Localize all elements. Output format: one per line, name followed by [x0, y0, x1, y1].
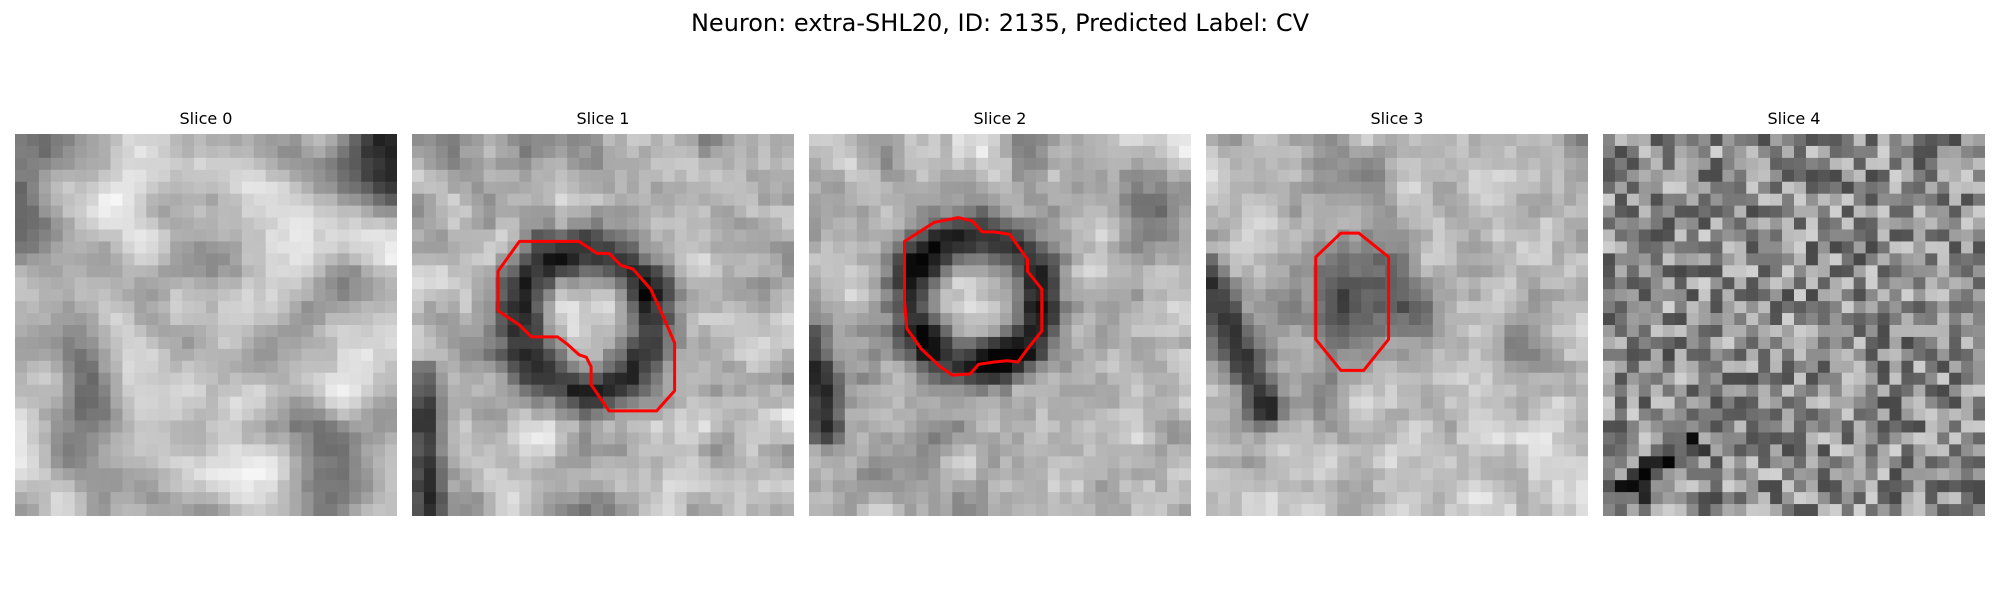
slice-image: [809, 134, 1191, 516]
slice-panel-3: Slice 3: [1206, 108, 1588, 516]
slice-title: Slice 3: [1370, 109, 1424, 128]
slice-panel-1: Slice 1: [412, 108, 794, 516]
neuron-contour: [496, 239, 677, 413]
slice-image: [1206, 134, 1588, 516]
slice-image: [1603, 134, 1985, 516]
slice-panel-2: Slice 2: [809, 108, 1191, 516]
neuron-contour: [903, 216, 1044, 377]
slice-panel-4: Slice 4: [1603, 108, 1985, 516]
neuron-contour: [1314, 231, 1391, 372]
slice-title: Slice 1: [576, 109, 630, 128]
slice-title: Slice 0: [179, 109, 233, 128]
slice-panel-0: Slice 0: [15, 108, 397, 516]
figure-title: Neuron: extra-SHL20, ID: 2135, Predicted…: [690, 9, 1310, 37]
slice-image: [412, 134, 794, 516]
slice-title: Slice 4: [1767, 109, 1821, 128]
slice-title: Slice 2: [973, 109, 1027, 128]
slice-image: [15, 134, 397, 516]
